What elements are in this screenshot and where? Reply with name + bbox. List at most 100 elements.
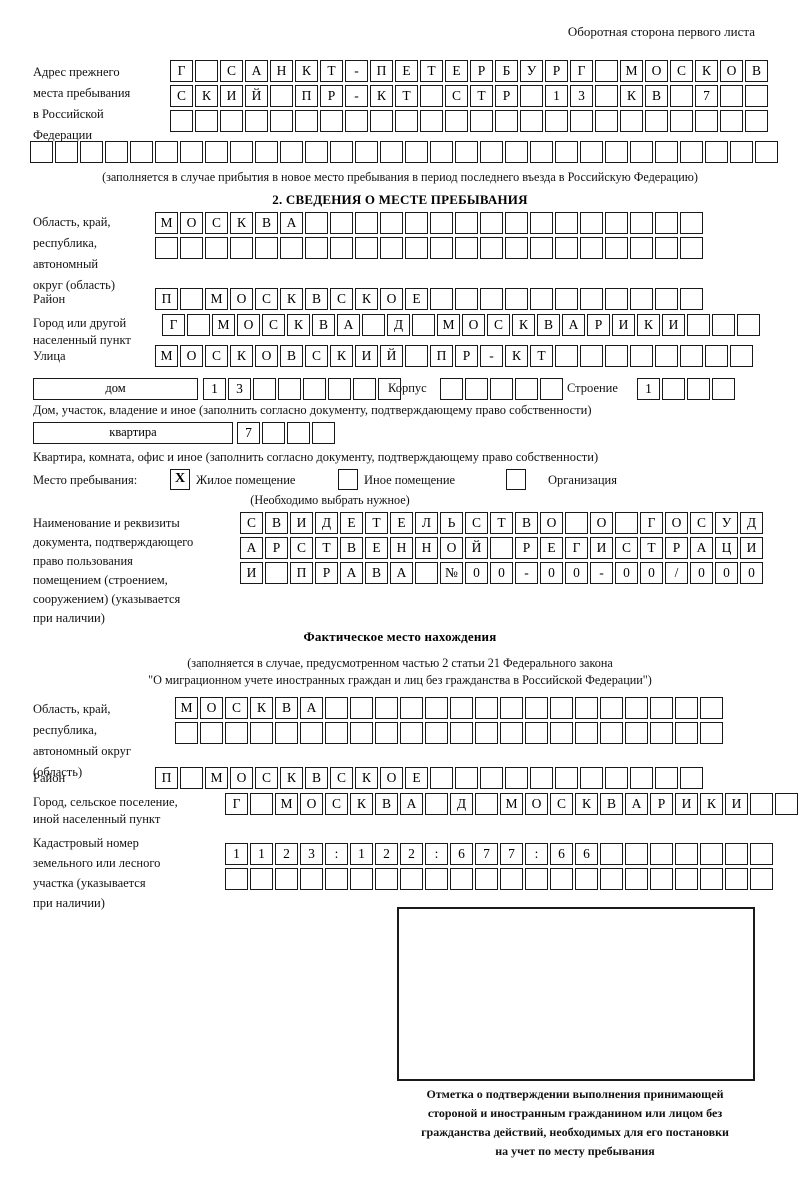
comb-cell[interactable]: 0 [640,562,663,584]
comb-cell[interactable] [720,85,743,107]
comb-cell[interactable] [700,722,723,744]
comb-cell[interactable] [730,141,753,163]
comb-cell[interactable] [353,378,376,400]
comb-cell[interactable] [275,868,298,890]
comb-cell[interactable] [55,141,78,163]
comb-cell[interactable]: - [345,60,368,82]
comb-cell[interactable]: Т [470,85,493,107]
comb-cell[interactable] [650,843,673,865]
comb-cell[interactable]: С [690,512,713,534]
comb-cell[interactable]: Е [390,512,413,534]
comb-cell[interactable] [405,345,428,367]
comb-cell[interactable]: К [330,345,353,367]
comb-cell[interactable]: П [430,345,453,367]
comb-cell[interactable] [455,141,478,163]
comb-cell[interactable] [630,141,653,163]
comb-cell[interactable]: Р [470,60,493,82]
comb-cell[interactable]: И [355,345,378,367]
comb-cell[interactable]: С [330,767,353,789]
comb-cell[interactable] [605,237,628,259]
comb-cell[interactable] [530,237,553,259]
comb-cell[interactable]: М [437,314,460,336]
comb-cell[interactable]: К [637,314,660,336]
comb-cell[interactable]: А [562,314,585,336]
comb-cell[interactable]: 7 [237,422,260,444]
comb-cell[interactable]: И [590,537,613,559]
comb-cell[interactable] [650,697,673,719]
comb-cell[interactable]: / [665,562,688,584]
comb-cell[interactable]: И [675,793,698,815]
comb-cell[interactable]: С [305,345,328,367]
comb-cell[interactable]: М [500,793,523,815]
comb-cell[interactable] [465,378,488,400]
comb-cell[interactable]: Т [315,537,338,559]
comb-cell[interactable] [675,697,698,719]
comb-cell[interactable]: И [290,512,313,534]
comb-cell[interactable]: К [287,314,310,336]
comb-cell[interactable]: М [212,314,235,336]
comb-cell[interactable] [605,212,628,234]
comb-cell[interactable]: В [305,767,328,789]
comb-cell[interactable] [155,141,178,163]
comb-cell[interactable]: С [170,85,193,107]
comb-cell[interactable]: 0 [715,562,738,584]
comb-cell[interactable]: В [265,512,288,534]
comb-cell[interactable]: Н [415,537,438,559]
comb-cell[interactable]: - [345,85,368,107]
comb-cell[interactable] [745,110,768,132]
comb-cell[interactable] [525,722,548,744]
comb-cell[interactable]: П [290,562,313,584]
comb-cell[interactable] [205,237,228,259]
comb-cell[interactable]: А [340,562,363,584]
comb-cell[interactable]: 7 [500,843,523,865]
comb-cell[interactable] [555,288,578,310]
comb-cell[interactable] [550,722,573,744]
comb-cell[interactable]: А [337,314,360,336]
comb-cell[interactable] [675,722,698,744]
comb-cell[interactable] [655,345,678,367]
comb-cell[interactable] [195,60,218,82]
comb-cell[interactable]: Г [640,512,663,534]
comb-cell[interactable] [575,868,598,890]
comb-cell[interactable]: У [715,512,738,534]
comb-cell[interactable]: А [690,537,713,559]
comb-cell[interactable]: О [255,345,278,367]
comb-cell[interactable] [475,868,498,890]
comb-cell[interactable]: К [370,85,393,107]
comb-cell[interactable]: В [745,60,768,82]
comb-cell[interactable]: О [380,767,403,789]
comb-cell[interactable]: 2 [275,843,298,865]
comb-cell[interactable]: К [620,85,643,107]
comb-cell[interactable] [480,141,503,163]
comb-cell[interactable]: : [525,843,548,865]
comb-cell[interactable]: С [445,85,468,107]
comb-cell[interactable]: - [590,562,613,584]
comb-cell[interactable]: К [195,85,218,107]
comb-cell[interactable]: В [600,793,623,815]
comb-cell[interactable]: К [355,767,378,789]
comb-cell[interactable] [755,141,778,163]
comb-cell[interactable] [312,422,335,444]
stay-type-checkbox-1[interactable]: X [170,469,190,490]
comb-cell[interactable]: 0 [740,562,763,584]
comb-cell[interactable] [520,110,543,132]
comb-cell[interactable] [680,212,703,234]
comb-cell[interactable] [328,378,351,400]
comb-cell[interactable]: К [280,767,303,789]
comb-cell[interactable] [630,345,653,367]
comb-cell[interactable] [655,141,678,163]
comb-cell[interactable] [180,767,203,789]
comb-cell[interactable] [425,868,448,890]
comb-cell[interactable] [380,141,403,163]
comb-cell[interactable]: Т [320,60,343,82]
comb-cell[interactable]: Р [515,537,538,559]
comb-cell[interactable] [355,141,378,163]
comb-cell[interactable] [650,722,673,744]
comb-cell[interactable] [395,110,418,132]
comb-cell[interactable]: И [612,314,635,336]
comb-cell[interactable] [630,237,653,259]
comb-cell[interactable]: В [340,537,363,559]
comb-cell[interactable] [262,422,285,444]
comb-cell[interactable]: Г [162,314,185,336]
comb-cell[interactable] [250,868,273,890]
